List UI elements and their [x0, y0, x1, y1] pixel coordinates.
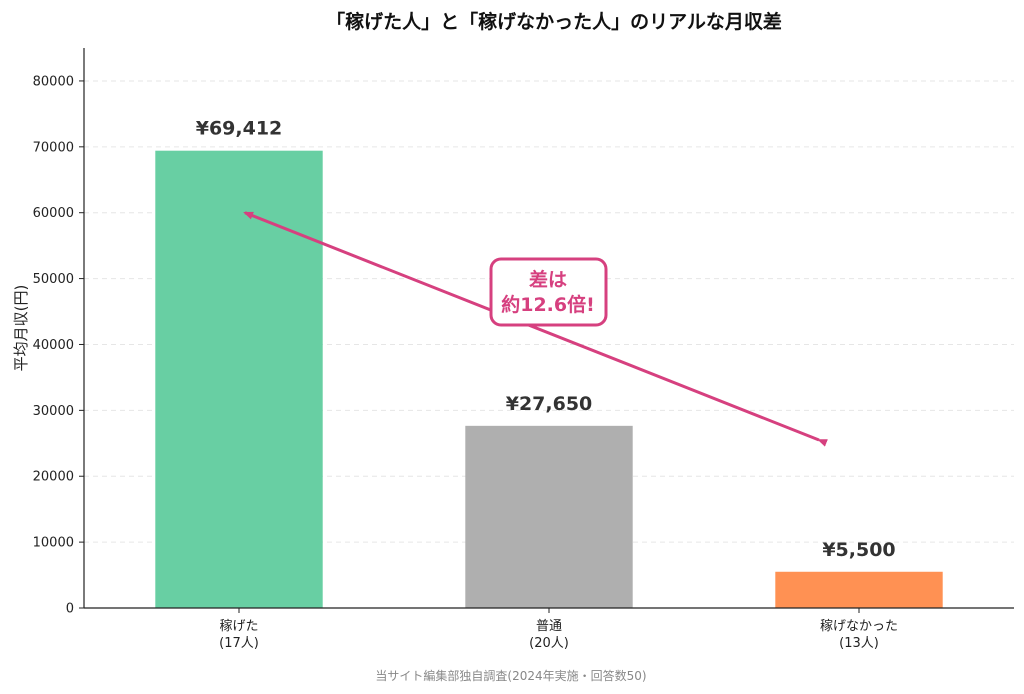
annotation-box: [489, 257, 608, 327]
x-ticks: 稼げた (17人) 普通 (20人) 稼げなかった (13人): [219, 608, 898, 651]
x-tick-label: 普通: [536, 619, 562, 634]
y-tick-label: 20000: [33, 470, 74, 485]
y-tick-label: 40000: [33, 338, 74, 353]
bar: [155, 150, 323, 608]
y-tick-label: 30000: [33, 404, 74, 419]
x-tick-sublabel: (17人): [219, 636, 259, 651]
y-tick-label: 80000: [33, 74, 74, 89]
x-tick-label: 稼げなかった: [820, 619, 898, 634]
x-tick-sublabel: (13人): [839, 636, 879, 651]
footnote: 当サイト編集部独自調査(2024年実施・回答数50): [375, 668, 646, 683]
bar: [465, 425, 633, 608]
y-axis-label: 平均月収(円): [12, 285, 30, 372]
data-label: ¥69,412: [196, 118, 283, 140]
chart-title: 「稼げた人」と「稼げなかった人」のリアルな月収差: [326, 10, 782, 33]
y-tick-label: 50000: [33, 272, 74, 287]
x-tick-label: 稼げた: [219, 619, 258, 634]
data-label: ¥27,650: [506, 393, 593, 415]
y-tick-label: 70000: [33, 140, 74, 155]
y-tick-label: 0: [66, 602, 74, 617]
x-tick-sublabel: (20人): [529, 636, 569, 651]
bars: [155, 150, 943, 608]
annotation-line-2: 約12.6倍!: [501, 293, 595, 316]
y-tick-label: 60000: [33, 206, 74, 221]
annotation: 差は 約12.6倍!: [243, 211, 828, 447]
y-ticks: 0 10000 20000 30000 40000 50000 60000 70000 8000…: [33, 74, 84, 617]
y-tick-label: 10000: [33, 536, 74, 551]
bar: [775, 571, 943, 608]
data-label: ¥5,500: [822, 539, 895, 561]
annotation-line-1: 差は: [529, 268, 567, 291]
